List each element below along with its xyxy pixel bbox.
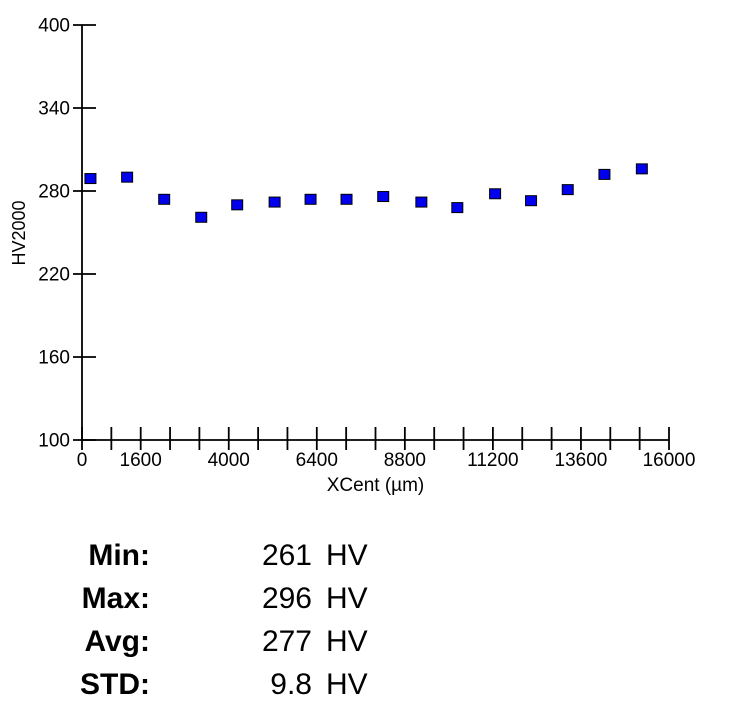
y-tick-label: 220 bbox=[38, 265, 70, 286]
data-point bbox=[598, 168, 611, 180]
data-point bbox=[195, 211, 208, 223]
stats-table: Min: 261 HV Max: 296 HV Avg: 277 HV STD:… bbox=[0, 534, 368, 706]
stat-label: STD: bbox=[80, 667, 150, 701]
stat-value: 9.8 bbox=[270, 667, 312, 701]
y-tick-label: 280 bbox=[38, 182, 70, 203]
stat-row-max: Max: 296 HV bbox=[0, 577, 368, 620]
data-point bbox=[340, 193, 353, 205]
stat-row-min: Min: 261 HV bbox=[0, 534, 368, 577]
x-tick-label: 6400 bbox=[296, 450, 338, 471]
stat-unit: HV bbox=[326, 538, 368, 572]
data-point bbox=[489, 188, 502, 200]
y-axis-title: HV2000 bbox=[9, 200, 29, 265]
data-point bbox=[304, 193, 317, 205]
data-point bbox=[635, 163, 648, 175]
stat-unit: HV bbox=[326, 581, 368, 615]
data-point bbox=[561, 184, 574, 196]
data-point bbox=[377, 191, 390, 203]
x-tick-label: 8800 bbox=[384, 450, 426, 471]
x-tick-label: 1600 bbox=[120, 450, 162, 471]
stat-value: 277 bbox=[261, 624, 312, 658]
y-tick-label: 340 bbox=[38, 99, 70, 120]
stat-row-std: STD: 9.8 HV bbox=[0, 663, 368, 706]
data-point bbox=[158, 193, 171, 205]
stat-value: 296 bbox=[261, 581, 312, 615]
y-tick-label: 400 bbox=[38, 16, 70, 37]
x-axis-title: XCent (µm) bbox=[327, 475, 425, 496]
x-tick-label: 11200 bbox=[467, 450, 518, 471]
stat-unit: HV bbox=[326, 624, 368, 658]
y-tick-label: 160 bbox=[38, 348, 70, 369]
x-tick-label: 0 bbox=[77, 450, 88, 471]
y-tick-label: 100 bbox=[38, 431, 70, 452]
data-point bbox=[231, 199, 244, 211]
stat-row-avg: Avg: 277 HV bbox=[0, 620, 368, 663]
data-point bbox=[451, 202, 464, 214]
stat-label: Min: bbox=[88, 538, 150, 572]
data-point bbox=[84, 173, 97, 185]
data-point bbox=[268, 196, 281, 208]
data-point bbox=[525, 195, 538, 207]
x-tick-label: 13600 bbox=[555, 450, 608, 471]
data-point bbox=[121, 171, 134, 183]
stat-label: Max: bbox=[81, 581, 150, 615]
x-tick-label: 16000 bbox=[643, 450, 696, 471]
hv-scatter-chart: 400 340 280 220 160 100 0 1600 4000 6400 8800 11200… bbox=[9, 16, 696, 497]
stat-unit: HV bbox=[326, 667, 368, 701]
x-tick-label: 4000 bbox=[208, 450, 250, 471]
stat-label: Avg: bbox=[84, 624, 150, 658]
data-point bbox=[415, 196, 428, 208]
stat-value: 261 bbox=[261, 538, 312, 572]
